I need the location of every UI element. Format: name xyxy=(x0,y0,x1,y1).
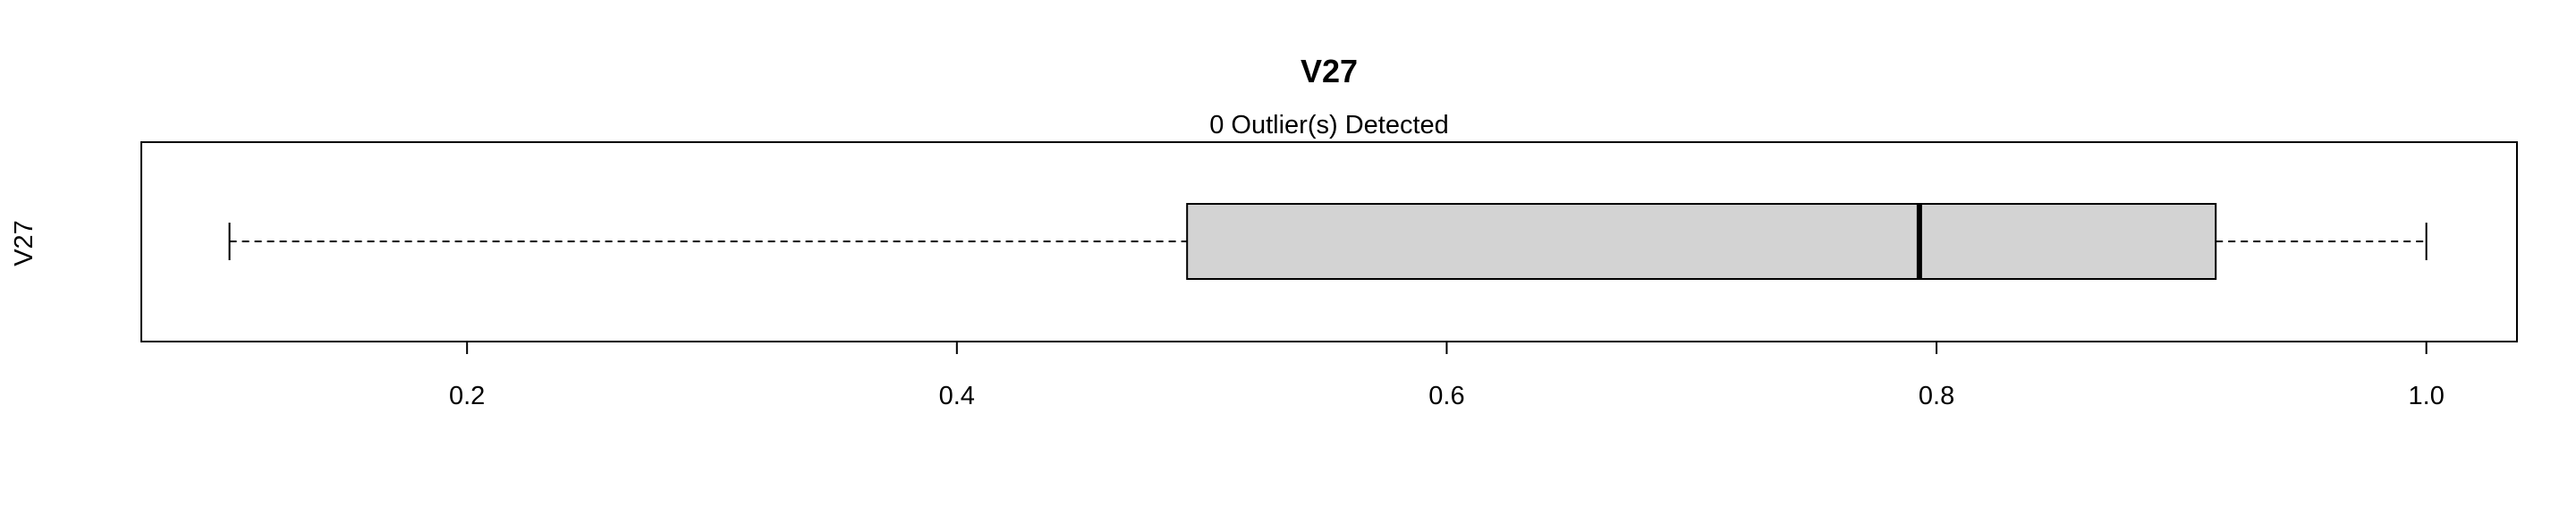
chart-title: V27 xyxy=(1301,53,1358,89)
chart-subtitle: 0 Outlier(s) Detected xyxy=(1209,111,1449,139)
x-axis: 0.2 0.4 0.6 0.8 1.0 xyxy=(449,342,2445,410)
box-and-whiskers xyxy=(228,203,2428,280)
x-tick-label: 0.8 xyxy=(1919,382,1954,410)
x-tick-label: 0.4 xyxy=(939,382,975,410)
x-tick-label: 0.2 xyxy=(449,382,485,410)
x-tick-label: 0.6 xyxy=(1428,382,1464,410)
iqr-box xyxy=(1186,203,2217,280)
y-axis-label: V27 xyxy=(10,220,38,266)
plot-frame xyxy=(140,141,2518,342)
x-tick-label: 1.0 xyxy=(2409,382,2445,410)
